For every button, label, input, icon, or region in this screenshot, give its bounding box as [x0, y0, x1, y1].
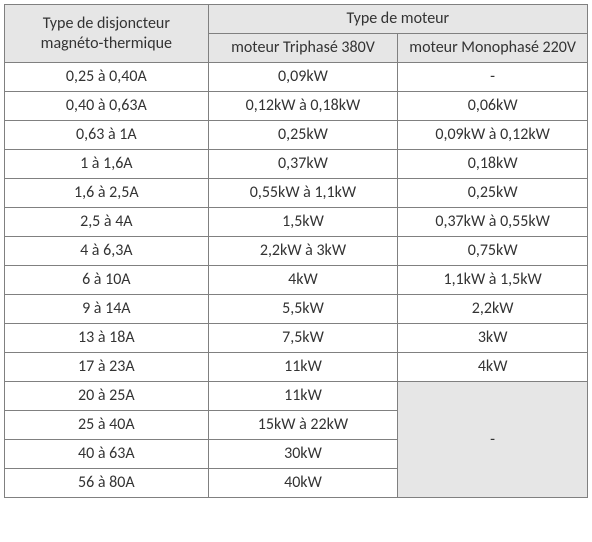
cell-breaker: 4 à 6,3A — [5, 237, 209, 266]
table-row: 6 à 10A 4kW 1,1kW à 1,5kW — [5, 266, 588, 295]
cell-triphase: 2,2kW à 3kW — [208, 237, 398, 266]
cell-triphase: 4kW — [208, 266, 398, 295]
header-triphase: moteur Triphasé 380V — [208, 34, 398, 63]
cell-breaker: 20 à 25A — [5, 382, 209, 411]
table-row: 2,5 à 4A 1,5kW 0,37kW à 0,55kW — [5, 208, 588, 237]
cell-triphase: 0,12kW à 0,18kW — [208, 92, 398, 121]
breaker-motor-table: Type de disjoncteur magnéto-thermique Ty… — [4, 4, 588, 498]
cell-breaker: 0,63 à 1A — [5, 121, 209, 150]
cell-triphase: 0,37kW — [208, 150, 398, 179]
cell-breaker: 6 à 10A — [5, 266, 209, 295]
table-row: 17 à 23A 11kW 4kW — [5, 353, 588, 382]
cell-triphase: 40kW — [208, 469, 398, 498]
table-row: 13 à 18A 7,5kW 3kW — [5, 324, 588, 353]
cell-monophase: 0,37kW à 0,55kW — [398, 208, 588, 237]
cell-breaker: 56 à 80A — [5, 469, 209, 498]
cell-breaker: 0,40 à 0,63A — [5, 92, 209, 121]
cell-breaker: 0,25 à 0,40A — [5, 63, 209, 92]
table-row: 1,6 à 2,5A 0,55kW à 1,1kW 0,25kW — [5, 179, 588, 208]
cell-breaker: 25 à 40A — [5, 411, 209, 440]
table-row: 20 à 25A 11kW - — [5, 382, 588, 411]
cell-monophase: - — [398, 63, 588, 92]
cell-triphase: 0,09kW — [208, 63, 398, 92]
cell-triphase: 11kW — [208, 382, 398, 411]
cell-triphase: 11kW — [208, 353, 398, 382]
cell-breaker: 2,5 à 4A — [5, 208, 209, 237]
cell-monophase: 0,18kW — [398, 150, 588, 179]
cell-breaker: 1 à 1,6A — [5, 150, 209, 179]
cell-monophase: 3kW — [398, 324, 588, 353]
table-row: 4 à 6,3A 2,2kW à 3kW 0,75kW — [5, 237, 588, 266]
cell-triphase: 30kW — [208, 440, 398, 469]
cell-triphase: 7,5kW — [208, 324, 398, 353]
cell-triphase: 0,55kW à 1,1kW — [208, 179, 398, 208]
table-row: 1 à 1,6A 0,37kW 0,18kW — [5, 150, 588, 179]
cell-breaker: 1,6 à 2,5A — [5, 179, 209, 208]
cell-triphase: 1,5kW — [208, 208, 398, 237]
table-row: 0,25 à 0,40A 0,09kW - — [5, 63, 588, 92]
header-motor-type: Type de moteur — [208, 5, 587, 34]
cell-breaker: 17 à 23A — [5, 353, 209, 382]
cell-breaker: 9 à 14A — [5, 295, 209, 324]
cell-monophase: 0,75kW — [398, 237, 588, 266]
cell-breaker: 40 à 63A — [5, 440, 209, 469]
table-row: 9 à 14A 5,5kW 2,2kW — [5, 295, 588, 324]
cell-triphase: 0,25kW — [208, 121, 398, 150]
cell-monophase: 0,06kW — [398, 92, 588, 121]
table-row: 0,63 à 1A 0,25kW 0,09kW à 0,12kW — [5, 121, 588, 150]
cell-monophase: 4kW — [398, 353, 588, 382]
cell-monophase-merged: - — [398, 382, 588, 498]
table-row: 0,40 à 0,63A 0,12kW à 0,18kW 0,06kW — [5, 92, 588, 121]
cell-monophase: 0,09kW à 0,12kW — [398, 121, 588, 150]
cell-monophase: 2,2kW — [398, 295, 588, 324]
header-breaker-type: Type de disjoncteur magnéto-thermique — [5, 5, 209, 63]
cell-triphase: 15kW à 22kW — [208, 411, 398, 440]
cell-monophase: 1,1kW à 1,5kW — [398, 266, 588, 295]
cell-breaker: 13 à 18A — [5, 324, 209, 353]
cell-triphase: 5,5kW — [208, 295, 398, 324]
header-monophase: moteur Monophasé 220V — [398, 34, 588, 63]
cell-monophase: 0,25kW — [398, 179, 588, 208]
